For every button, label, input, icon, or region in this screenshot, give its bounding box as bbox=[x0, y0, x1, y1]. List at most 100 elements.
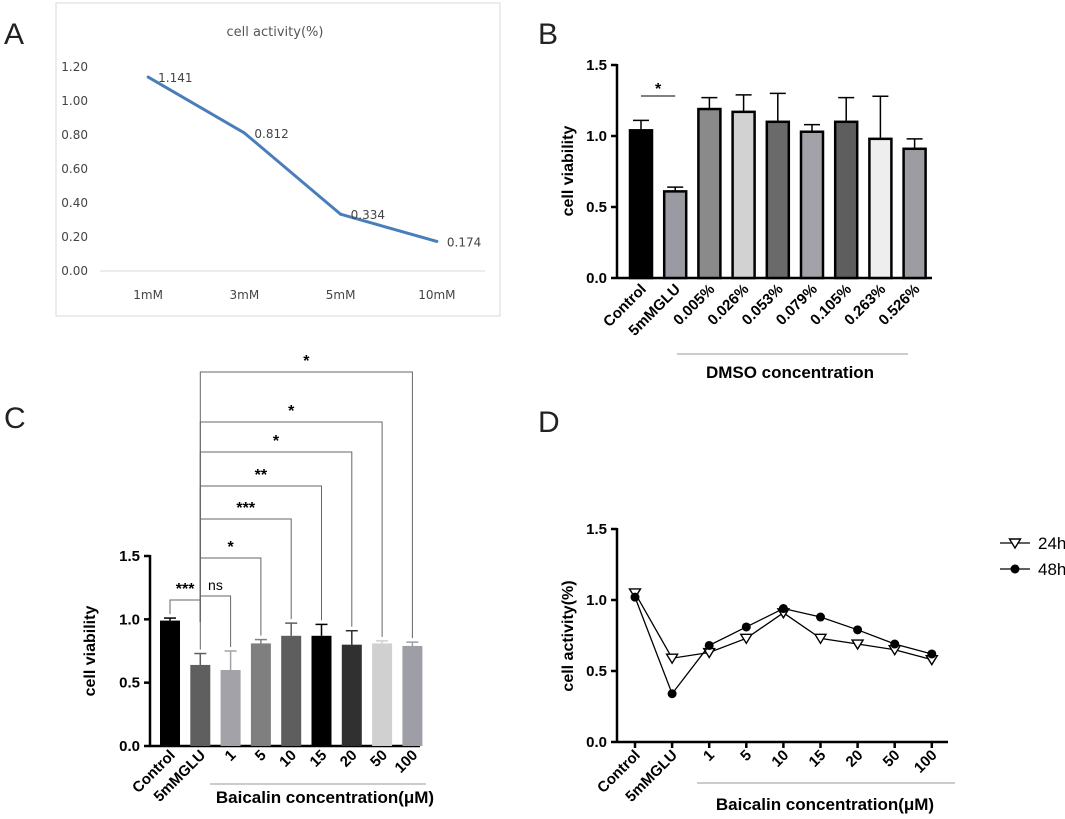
panel-c-bar bbox=[372, 643, 393, 746]
panel-b-xlabel: DMSO concentration bbox=[706, 363, 874, 382]
panel-b-bar bbox=[868, 137, 893, 280]
panel-a-data-label: 1.141 bbox=[158, 71, 192, 85]
panel-b-chart: 0.00.51.01.5Control5mMGLU0.005%0.026%0.0… bbox=[560, 57, 932, 382]
panel-c-sig-label: * bbox=[273, 433, 280, 450]
panel-c-ytick-label: 0.5 bbox=[119, 675, 140, 692]
panel-d-point-48h bbox=[778, 604, 788, 614]
panel-a-ytick-label: 0.40 bbox=[61, 196, 88, 210]
panel-d-point-48h bbox=[630, 592, 640, 602]
panel-c-bar bbox=[311, 635, 332, 746]
panel-b-bar bbox=[662, 190, 688, 280]
panel-d-legend-label: 24h bbox=[1038, 534, 1065, 553]
panel-b-bar bbox=[765, 120, 791, 280]
panel-c-xtick-label: 20 bbox=[337, 747, 361, 771]
panel-c-xlabel: Baicalin concentration(μM) bbox=[216, 788, 434, 807]
panel-b-ytick-label: 1.0 bbox=[586, 128, 607, 145]
panel-c-bar bbox=[341, 644, 362, 746]
panel-c-ylabel: cell viability bbox=[82, 606, 99, 697]
panel-c-sig-label: *** bbox=[236, 500, 255, 517]
panel-a-xtick-label: 5mM bbox=[326, 288, 356, 302]
panel-d-xtick-label: 10 bbox=[768, 747, 792, 771]
panel-a-ytick-label: 0.00 bbox=[61, 264, 88, 278]
panel-d-point-48h bbox=[853, 625, 863, 635]
panel-c-xtick-label: 100 bbox=[392, 747, 422, 777]
panel-a-title: cell activity(%) bbox=[227, 25, 324, 40]
panel-d-legend-label: 48h bbox=[1038, 560, 1065, 579]
panel-d-xtick-label: 1 bbox=[700, 747, 718, 765]
panel-c-sig-label: * bbox=[227, 539, 234, 556]
panel-c-sig-label: ** bbox=[255, 467, 268, 484]
panel-d-point-24h bbox=[850, 639, 865, 651]
panel-d-ytick-label: 0.0 bbox=[586, 734, 607, 751]
panel-d-xlabel: Baicalin concentration(μM) bbox=[716, 795, 934, 814]
panel-c-bar bbox=[160, 620, 180, 746]
panel-c-bar bbox=[281, 635, 302, 746]
panel-d-legend-marker bbox=[1010, 564, 1020, 574]
panel-letter-b: B bbox=[538, 18, 558, 51]
panel-d-point-48h bbox=[704, 640, 714, 650]
panel-a-data-point bbox=[242, 131, 246, 135]
panel-c-xtick-label: 1 bbox=[222, 747, 240, 765]
panel-d-ylabel: cell activity(%) bbox=[560, 580, 577, 691]
panel-b-bar bbox=[697, 107, 722, 280]
panel-c-bar bbox=[250, 643, 271, 746]
panel-c-sig-label: ns bbox=[208, 577, 223, 593]
panel-d-point-48h bbox=[667, 689, 677, 699]
panel-c-ytick-label: 1.5 bbox=[119, 548, 140, 565]
panel-d-series-line-24h bbox=[634, 592, 932, 661]
panel-letter-a: A bbox=[4, 18, 24, 51]
panel-a-ytick-label: 1.00 bbox=[61, 94, 88, 108]
panel-b-bar bbox=[833, 120, 859, 280]
panel-c-sig-bracket bbox=[199, 518, 292, 622]
panel-d-point-48h bbox=[927, 649, 937, 659]
panel-d-xtick-label: 50 bbox=[880, 747, 904, 771]
panel-d-point-48h bbox=[816, 612, 825, 622]
panel-c-bar bbox=[190, 664, 211, 746]
panel-c-sig-label: * bbox=[288, 403, 295, 420]
panel-c-xtick-label: 10 bbox=[276, 747, 300, 771]
panel-d-xtick-label: 100 bbox=[911, 747, 941, 777]
panel-c-sig-label: * bbox=[303, 353, 310, 370]
panel-a-data-point bbox=[146, 75, 150, 79]
panel-b-ylabel: cell viability bbox=[560, 126, 577, 217]
panel-c-ytick-label: 1.0 bbox=[119, 611, 140, 628]
panel-a-series-line bbox=[147, 75, 438, 243]
panel-c-xtick-label: 15 bbox=[307, 747, 331, 771]
panel-c-sig-bracket bbox=[199, 451, 353, 627]
panel-a-chart: cell activity(%) 0.00 0.20 0.40 0.60 0.80 1.00… bbox=[61, 25, 485, 302]
panel-c-xtick-label: 5 bbox=[252, 747, 270, 765]
panel-c-bar bbox=[402, 645, 423, 746]
panel-c-sig-bracket bbox=[199, 595, 232, 647]
panel-a-ytick-label: 0.80 bbox=[61, 128, 88, 142]
panel-c-ytick-label: 0.0 bbox=[119, 738, 140, 755]
panel-a-ytick-label: 0.60 bbox=[61, 162, 88, 176]
panel-c-sig-label: *** bbox=[176, 581, 195, 598]
panel-d-xtick-label: 20 bbox=[843, 747, 867, 771]
panel-d-point-48h bbox=[741, 622, 751, 632]
panel-c-sig-bracket bbox=[169, 599, 201, 650]
panel-a-xtick-label: 10mM bbox=[418, 288, 455, 302]
panel-c-xtick-label: 50 bbox=[367, 747, 391, 771]
panel-b-bar bbox=[628, 129, 654, 280]
panel-a-xtick-label: 1mM bbox=[133, 288, 163, 302]
panel-b-ytick-label: 0.5 bbox=[586, 199, 607, 216]
panel-letter-d: D bbox=[538, 406, 560, 439]
panel-d-ytick-label: 0.5 bbox=[586, 663, 607, 680]
panel-a-data-label: 0.812 bbox=[254, 127, 288, 141]
panel-b-ytick-label: 0.0 bbox=[586, 270, 607, 287]
panel-b-ytick-label: 1.5 bbox=[586, 57, 607, 74]
panel-d-legend-marker bbox=[1008, 538, 1022, 550]
panel-a-data-label: 0.334 bbox=[351, 208, 385, 222]
panel-d-point-24h bbox=[739, 633, 754, 645]
panel-c-bar bbox=[220, 670, 241, 746]
panel-b-sig-label: * bbox=[655, 81, 662, 98]
panel-d-ytick-label: 1.5 bbox=[586, 521, 607, 538]
panel-d-xtick-label: 5 bbox=[737, 747, 755, 765]
panel-letter-c: C bbox=[4, 402, 26, 435]
panel-a-data-point bbox=[339, 212, 343, 216]
panel-d-point-48h bbox=[890, 639, 900, 649]
panel-a-xtick-label: 3mM bbox=[230, 288, 260, 302]
